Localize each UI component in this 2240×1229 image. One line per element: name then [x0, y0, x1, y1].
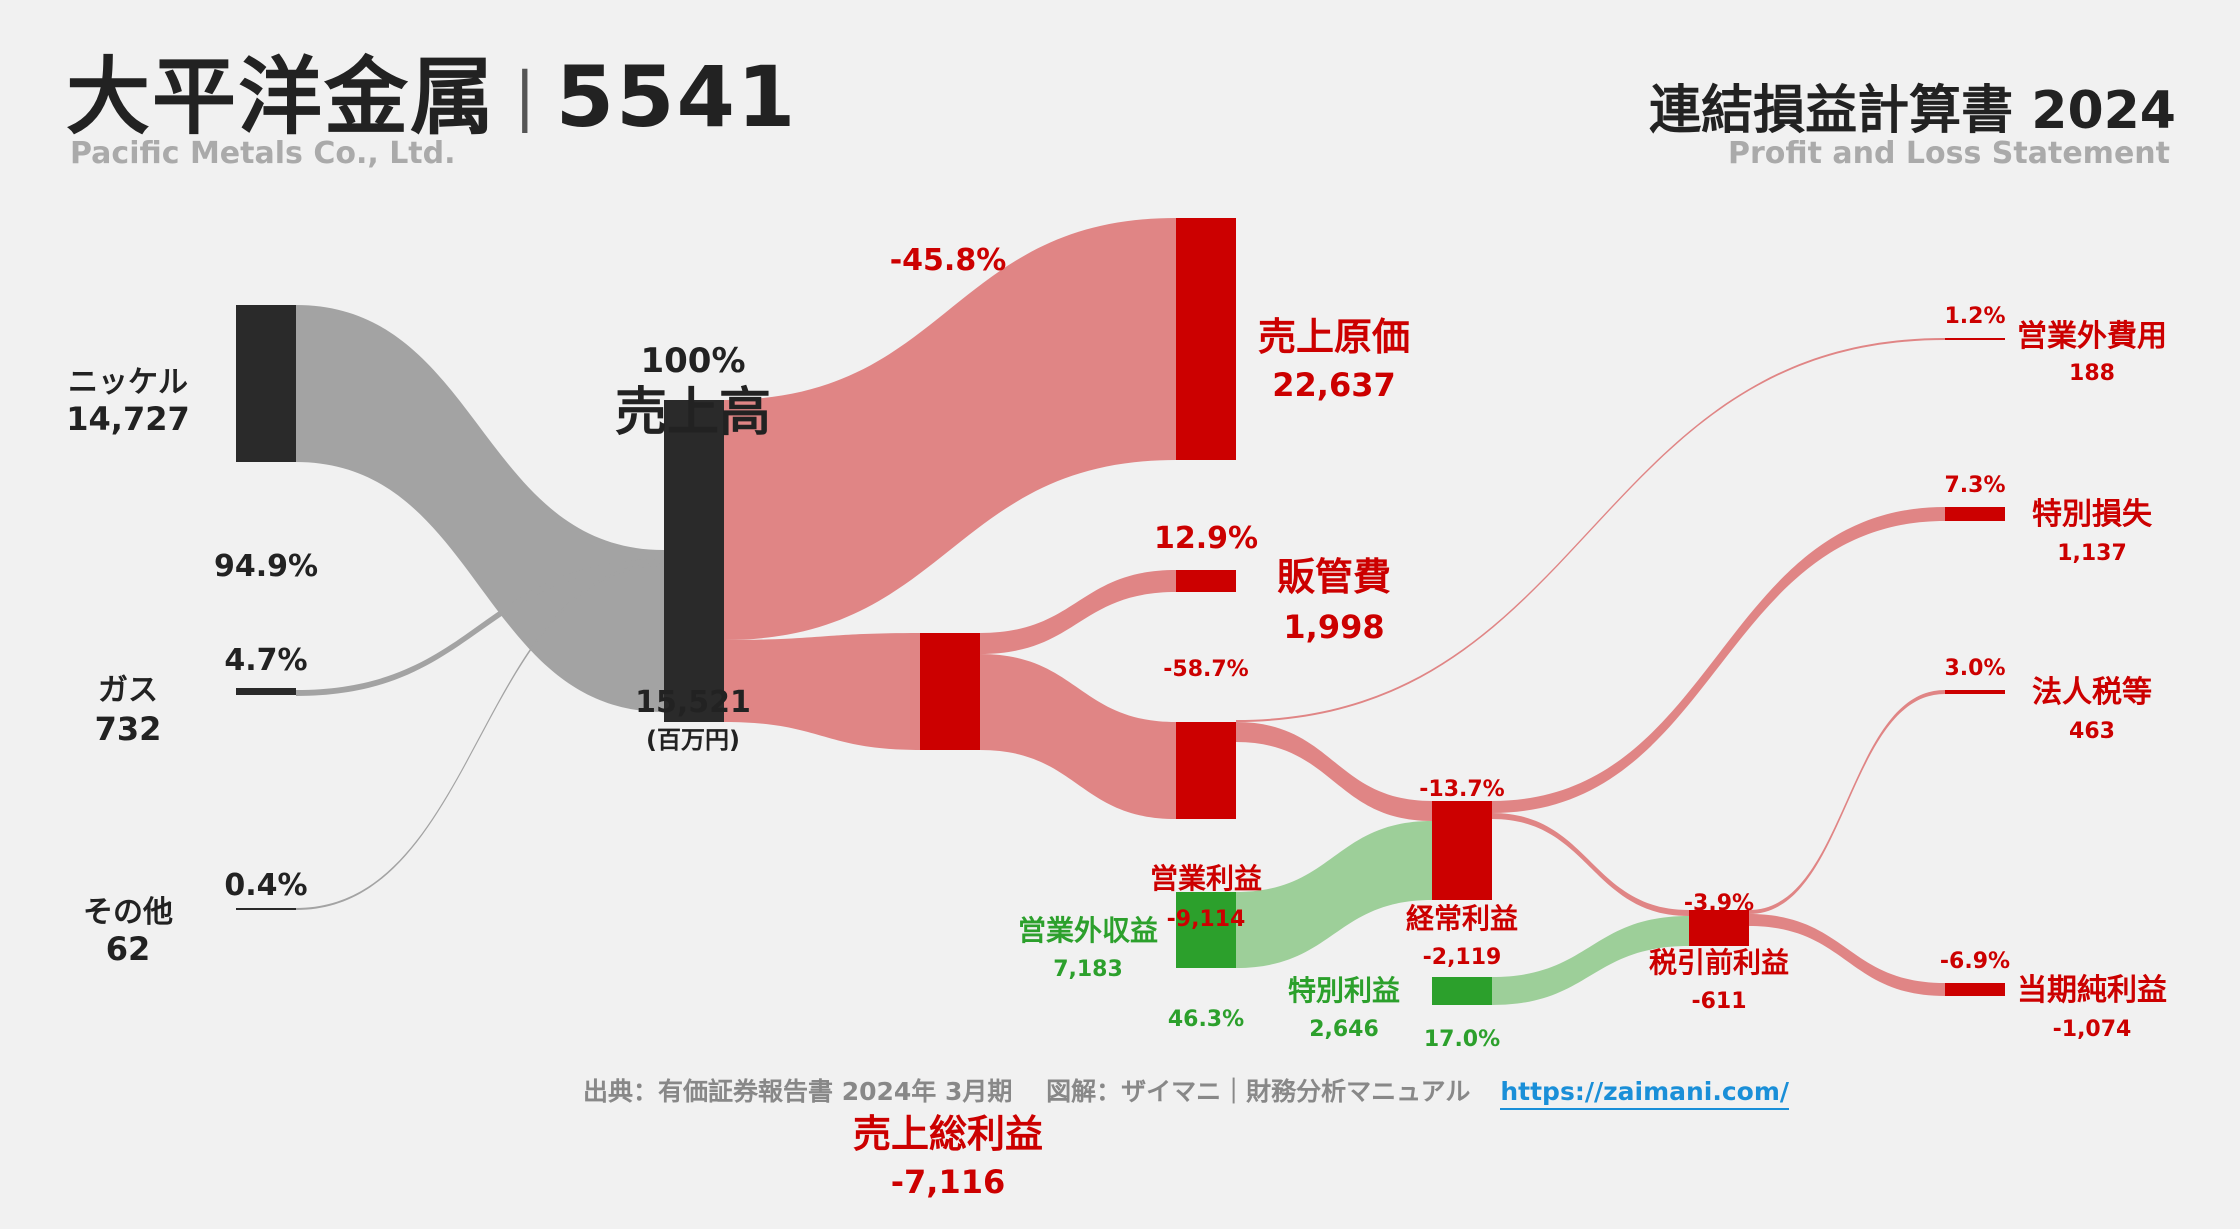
node-label-営業外費用: 営業外費用: [2017, 319, 2167, 354]
node-経常利益: [1432, 801, 1492, 900]
flow-営業利益-経常利益: [1236, 722, 1432, 821]
pct-label-税引前利益: -3.9%: [1684, 891, 1754, 916]
node-営業外収益: [1176, 892, 1236, 968]
flow-営業利益-営業外費用: [1236, 338, 1945, 722]
node-value-その他: 62: [106, 930, 151, 968]
flow-税引前利益-当期純利益: [1749, 914, 1945, 996]
node-label-販管費: 販管費: [1277, 555, 1391, 599]
flow-ニッケル-売上高: [296, 305, 664, 712]
flow-税引前利益-法人税等: [1749, 690, 1945, 914]
node-特別利益: [1432, 977, 1492, 1005]
pct-label-ニッケル: 94.9%: [214, 549, 318, 584]
pct-label-売上高: 100%: [640, 341, 745, 381]
node-value-販管費: 1,998: [1283, 608, 1384, 646]
node-label-その他: その他: [83, 895, 173, 930]
node-value-営業利益: -9,114: [1167, 907, 1246, 932]
node-value-特別損失: 1,137: [2057, 541, 2127, 566]
node-売上総利益: [920, 633, 980, 750]
sankey-nodes: [236, 218, 2005, 1005]
node-label-売上原価: 売上原価: [1258, 315, 1410, 359]
unit-label: (百万円): [646, 726, 740, 754]
node-税引前利益: [1689, 910, 1749, 946]
node-value-ガス: 732: [95, 710, 162, 748]
node-label-売上高: 売上高: [615, 383, 771, 443]
node-label-当期純利益: 当期純利益: [2017, 973, 2167, 1008]
page-title: 大平洋金属 | 5541: [66, 30, 797, 151]
pct-label-営業利益: -58.7%: [1163, 657, 1248, 682]
flow-売上高-売上原価: [724, 218, 1176, 640]
flow-売上総利益-営業利益: [980, 654, 1176, 819]
node-営業外費用: [1945, 338, 2005, 340]
node-value-経常利益: -2,119: [1423, 945, 1502, 970]
flow-経常利益-税引前利益: [1492, 813, 1689, 916]
flow-特別利益-税引前利益: [1492, 916, 1689, 1005]
pct-label-法人税等: 3.0%: [1944, 656, 2005, 681]
node-ガス: [236, 688, 296, 695]
stock-code: 5541: [555, 48, 798, 146]
statement-title: 連結損益計算書 2024: [1649, 81, 2176, 141]
node-value-売上高: 15,521: [635, 685, 751, 720]
pct-label-売上原価: -45.8%: [890, 243, 1007, 278]
footer: 出典：有価証券報告書 2024年 3月期 図解：ザイマニ｜財務分析マニュアル ht…: [583, 1072, 1790, 1110]
node-value-法人税等: 463: [2069, 719, 2115, 744]
pct-label-ガス: 4.7%: [224, 643, 307, 678]
node-label-営業外収益: 営業外収益: [1018, 914, 1158, 947]
node-value-営業外収益: 7,183: [1053, 957, 1123, 982]
flow-営業外収益-経常利益: [1236, 821, 1432, 968]
source-link[interactable]: https://zaimani.com/: [1500, 1077, 1790, 1110]
node-label-特別利益: 特別利益: [1288, 974, 1400, 1007]
node-売上原価: [1176, 218, 1236, 460]
node-label-税引前利益: 税引前利益: [1649, 946, 1789, 979]
node-value-税引前利益: -611: [1691, 989, 1746, 1014]
flow-links: [296, 218, 1945, 1005]
flow-経常利益-特別損失: [1492, 507, 1945, 813]
pct-label-特別利益: 17.0%: [1424, 1027, 1500, 1052]
node-label-特別損失: 特別損失: [2032, 497, 2153, 532]
flow-その他-売上高: [296, 563, 664, 910]
pct-label-営業外収益: 46.3%: [1168, 1007, 1244, 1032]
node-ニッケル: [236, 305, 296, 462]
node-label-売上総利益: 売上総利益: [853, 1112, 1043, 1156]
node-その他: [236, 908, 296, 910]
node-営業利益: [1176, 722, 1236, 819]
node-label-営業利益: 営業利益: [1150, 862, 1262, 895]
node-value-当期純利益: -1,074: [2053, 1017, 2132, 1042]
pct-label-当期純利益: -6.9%: [1940, 949, 2010, 974]
node-label-法人税等: 法人税等: [2032, 675, 2152, 710]
pct-label-特別損失: 7.3%: [1944, 473, 2005, 498]
flow-売上高-売上総利益: [724, 633, 920, 750]
node-label-ガス: ガス: [98, 673, 158, 708]
company-name-en: Pacific Metals Co., Ltd.: [70, 136, 456, 171]
title-separator: |: [514, 60, 538, 134]
source-note: 出典：有価証券報告書 2024年 3月期 図解：ザイマニ｜財務分析マニュアル: [583, 1077, 1471, 1106]
node-label-経常利益: 経常利益: [1406, 902, 1518, 935]
pct-label-経常利益: -13.7%: [1419, 777, 1504, 802]
node-販管費: [1176, 570, 1236, 592]
pct-label-販管費: 12.9%: [1154, 521, 1258, 556]
node-value-売上原価: 22,637: [1272, 366, 1395, 404]
node-value-営業外費用: 188: [2069, 361, 2115, 386]
node-法人税等: [1945, 690, 2005, 694]
node-売上高: [664, 400, 724, 722]
company-name: 大平洋金属: [66, 48, 497, 146]
node-特別損失: [1945, 507, 2005, 521]
flow-売上総利益-販管費: [980, 570, 1176, 654]
node-value-ニッケル: 14,727: [66, 400, 189, 438]
node-当期純利益: [1945, 983, 2005, 996]
flow-ガス-売上高: [296, 559, 664, 696]
pct-label-その他: 0.4%: [224, 868, 307, 903]
node-label-ニッケル: ニッケル: [68, 365, 188, 400]
node-value-特別利益: 2,646: [1309, 1017, 1379, 1042]
node-value-売上総利益: -7,116: [891, 1163, 1006, 1201]
statement-title-en: Profit and Loss Statement: [1727, 136, 2170, 171]
pct-label-営業外費用: 1.2%: [1944, 304, 2005, 329]
